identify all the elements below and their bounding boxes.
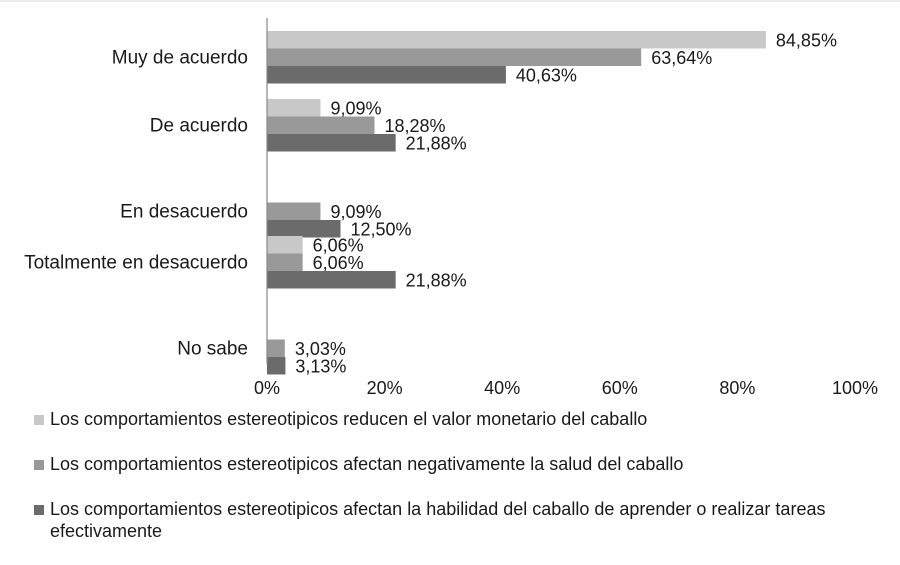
x-axis-ticks: 0% 20% 40% 60% 80% 100% bbox=[254, 378, 878, 398]
category-labels: Muy de acuerdo De acuerdo En desacuerdo Tot… bbox=[24, 47, 248, 359]
x-tick-label: 60% bbox=[602, 378, 638, 398]
data-label: 9,09% bbox=[330, 98, 381, 118]
data-label: 21,88% bbox=[406, 133, 467, 153]
bar bbox=[267, 48, 642, 66]
bar bbox=[267, 66, 506, 84]
bar bbox=[267, 134, 396, 152]
legend: Los comportamientos estereotipicos reduc… bbox=[34, 408, 884, 565]
data-label: 12,50% bbox=[351, 219, 412, 239]
data-label: 18,28% bbox=[384, 116, 445, 136]
bar bbox=[267, 253, 303, 271]
data-label: 84,85% bbox=[776, 30, 837, 50]
category-label: De acuerdo bbox=[150, 115, 248, 136]
x-tick-label: 0% bbox=[254, 378, 280, 398]
bar bbox=[267, 116, 375, 134]
x-tick-label: 20% bbox=[367, 378, 403, 398]
legend-item-3: Los comportamientos estereotipicos afect… bbox=[34, 498, 884, 542]
data-label: 6,06% bbox=[313, 235, 364, 255]
data-label: 21,88% bbox=[406, 270, 467, 290]
legend-label-2: Los comportamientos estereotipicos afect… bbox=[50, 454, 684, 474]
legend-swatch-2 bbox=[34, 460, 44, 470]
data-label: 3,03% bbox=[295, 339, 346, 359]
legend-item-2: Los comportamientos estereotipicos afect… bbox=[34, 453, 884, 475]
legend-swatch-1 bbox=[34, 415, 44, 425]
data-label: 9,09% bbox=[330, 202, 381, 222]
x-tick-label: 80% bbox=[719, 378, 755, 398]
legend-swatch-3 bbox=[34, 505, 44, 515]
category-label: Totalmente en desacuerdo bbox=[24, 252, 248, 273]
bar bbox=[267, 357, 286, 375]
bar bbox=[267, 99, 321, 117]
category-label: No sabe bbox=[177, 338, 248, 359]
bar bbox=[267, 339, 285, 357]
data-labels-layer: 84,85%63,64%40,63%9,09%18,28%21,88%9,09%… bbox=[295, 30, 837, 376]
bar bbox=[267, 202, 321, 220]
data-label: 3,13% bbox=[295, 356, 346, 376]
bar-chart: 84,85%63,64%40,63%9,09%18,28%21,88%9,09%… bbox=[0, 0, 900, 398]
x-tick-label: 40% bbox=[484, 378, 520, 398]
category-label: En desacuerdo bbox=[120, 201, 248, 222]
bar bbox=[267, 236, 303, 254]
legend-item-1: Los comportamientos estereotipicos reduc… bbox=[34, 408, 884, 430]
bar bbox=[267, 220, 341, 238]
legend-label-3: Los comportamientos estereotipicos afect… bbox=[50, 499, 826, 541]
data-label: 63,64% bbox=[651, 48, 712, 68]
data-label: 40,63% bbox=[516, 65, 577, 85]
x-tick-label: 100% bbox=[832, 378, 878, 398]
data-label: 6,06% bbox=[313, 253, 364, 273]
bars-layer bbox=[267, 31, 766, 375]
bar bbox=[267, 31, 766, 49]
legend-label-1: Los comportamientos estereotipicos reduc… bbox=[50, 409, 648, 429]
category-label: Muy de acuerdo bbox=[112, 47, 248, 68]
bar bbox=[267, 271, 396, 289]
